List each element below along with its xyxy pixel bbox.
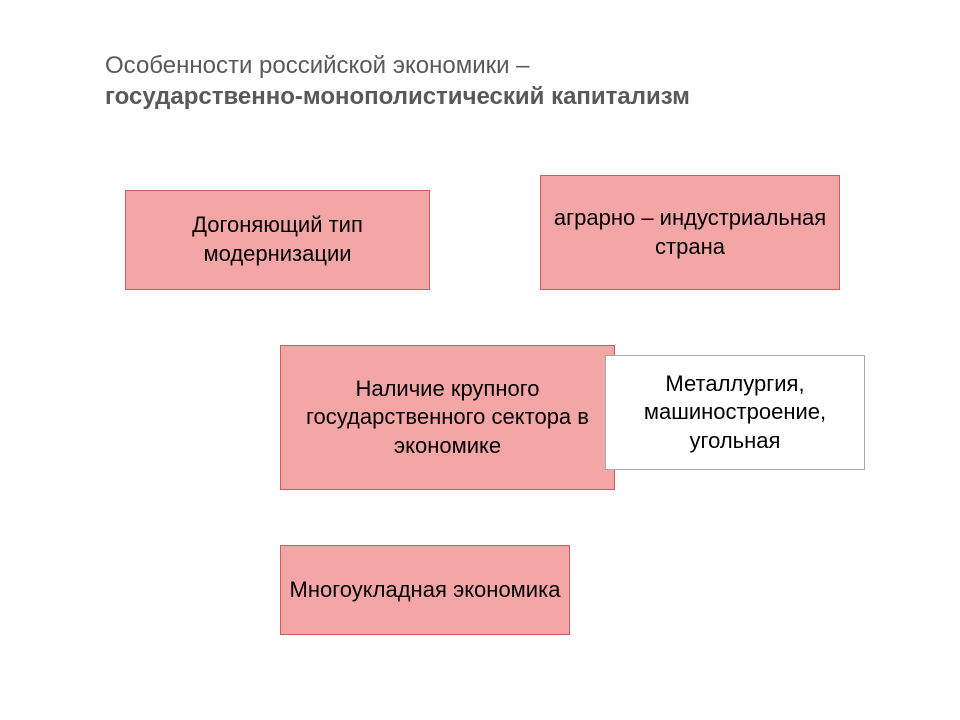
box-top-left: Догоняющий тип модернизации — [125, 190, 430, 290]
box-middle: Наличие крупного государственного сектор… — [280, 345, 615, 490]
diagram-title: Особенности российской экономики – госуд… — [105, 50, 855, 112]
box-top-right: аграрно – индустриальная страна — [540, 175, 840, 290]
box-middle-right: Металлургия, машиностроение, угольная — [605, 355, 865, 470]
box-bottom: Многоукладная экономика — [280, 545, 570, 635]
title-line-1: Особенности российской экономики – — [105, 50, 855, 81]
title-line-2: государственно-монополистический капитал… — [105, 81, 855, 112]
